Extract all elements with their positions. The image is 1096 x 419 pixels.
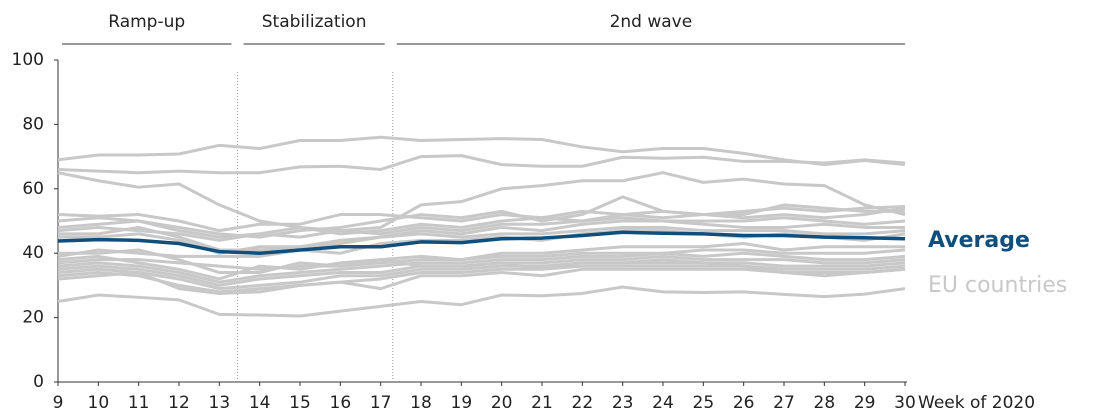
y-tick-label: 40 (22, 243, 44, 263)
country-line (57, 248, 906, 271)
average-line (57, 230, 906, 255)
y-tick-label: 80 (22, 114, 44, 134)
country-line (57, 261, 906, 291)
x-tick-label: 23 (612, 393, 634, 413)
phase-label: 2nd wave (610, 12, 693, 32)
x-tick-label: 14 (249, 393, 271, 413)
x-tick-label: 22 (572, 393, 594, 413)
x-tick-label: 28 (814, 393, 836, 413)
x-tick-label: 9 (53, 393, 64, 413)
y-tick-label: 100 (12, 50, 44, 70)
x-tick-label: 20 (491, 393, 513, 413)
x-tick-label: 29 (854, 393, 876, 413)
x-tick-label: 30 (894, 393, 916, 413)
country-line (58, 248, 906, 278)
x-tick-label: 27 (773, 393, 795, 413)
country-line (57, 154, 906, 175)
country-line (57, 285, 906, 318)
country-line (58, 219, 905, 252)
country-line (57, 216, 906, 242)
legend-eu: EU countries (928, 273, 1067, 298)
x-tick-label: 17 (370, 393, 392, 413)
x-tick-label: 18 (410, 393, 432, 413)
country-line (57, 171, 906, 233)
x-tick-label: 11 (128, 393, 150, 413)
y-tick-label: 20 (22, 308, 44, 328)
y-tick-label: 0 (33, 372, 44, 392)
country-line (57, 195, 905, 239)
legend-average: Average (928, 228, 1030, 253)
phase-label: Ramp-up (108, 12, 185, 32)
y-tick-label: 60 (22, 179, 44, 199)
country-line (57, 267, 906, 295)
country-line (57, 135, 906, 167)
country-line (57, 251, 906, 284)
x-tick-label: 21 (531, 393, 553, 413)
country-line (57, 242, 905, 281)
phase-label: Stabilization (262, 12, 367, 32)
x-tick-label: 19 (451, 393, 473, 413)
country-line (57, 206, 906, 239)
x-tick-label: 24 (652, 393, 674, 413)
country-line (57, 264, 906, 294)
x-tick-label: 26 (733, 393, 755, 413)
x-tick-label: 12 (168, 393, 190, 413)
x-tick-label: 10 (88, 393, 110, 413)
x-axis-label: Week of 2020 (918, 393, 1035, 413)
x-tick-label: 25 (693, 393, 715, 413)
x-tick-label: 15 (289, 393, 311, 413)
x-tick-label: 13 (209, 393, 231, 413)
x-tick-label: 16 (330, 393, 352, 413)
